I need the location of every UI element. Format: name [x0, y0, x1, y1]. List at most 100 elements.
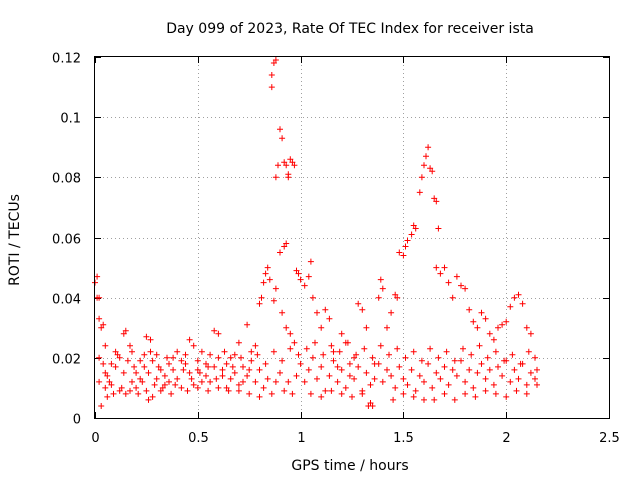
data-point	[246, 366, 253, 373]
data-point	[511, 294, 518, 301]
data-point	[394, 345, 401, 352]
data-point	[147, 348, 154, 355]
y-tick-label: 0.02	[52, 353, 81, 368]
x-tick-label: 2.5	[599, 431, 620, 446]
data-point	[451, 396, 458, 403]
data-point	[400, 252, 407, 259]
data-point	[272, 174, 279, 181]
data-point	[377, 276, 384, 283]
data-point	[174, 348, 181, 355]
data-point	[396, 249, 403, 256]
data-point	[287, 330, 294, 337]
data-point	[435, 354, 442, 361]
data-point	[186, 336, 193, 343]
data-point	[499, 372, 506, 379]
data-point	[478, 360, 485, 367]
data-point	[534, 366, 540, 373]
data-point	[523, 324, 530, 331]
data-point	[295, 351, 302, 358]
data-point	[375, 294, 382, 301]
data-point	[166, 378, 172, 385]
data-point	[320, 351, 327, 358]
data-point	[258, 294, 265, 301]
data-point	[291, 162, 298, 169]
data-point	[371, 375, 378, 382]
data-point	[462, 378, 469, 385]
data-point	[326, 315, 333, 322]
data-point	[532, 375, 538, 382]
data-point	[314, 309, 320, 316]
data-point	[133, 384, 140, 391]
data-point	[275, 162, 281, 169]
data-point	[235, 339, 242, 346]
data-point	[104, 393, 111, 400]
data-point	[402, 243, 409, 250]
data-point	[482, 387, 489, 394]
data-point	[503, 393, 510, 400]
data-point	[180, 366, 187, 373]
data-point	[400, 375, 407, 382]
data-point	[124, 357, 131, 364]
data-point	[412, 387, 419, 394]
data-point	[377, 342, 384, 349]
data-point	[404, 381, 411, 388]
data-point	[155, 363, 162, 370]
data-point	[159, 384, 166, 391]
data-point	[240, 378, 246, 385]
data-point	[338, 366, 345, 373]
data-point	[108, 360, 115, 367]
data-point	[268, 84, 275, 91]
data-point	[328, 387, 335, 394]
data-point	[141, 363, 148, 370]
data-point	[127, 342, 133, 349]
data-point	[104, 372, 111, 379]
data-point	[143, 333, 150, 340]
y-tick-label: 0.06	[52, 233, 81, 248]
data-point	[100, 360, 107, 367]
data-point	[359, 390, 366, 397]
data-point	[451, 357, 458, 364]
data-point	[260, 279, 267, 286]
data-point	[227, 354, 234, 361]
data-point	[279, 309, 286, 316]
data-point	[429, 384, 436, 391]
data-point	[207, 378, 214, 385]
data-point	[102, 342, 109, 349]
data-point	[96, 315, 103, 322]
data-point	[431, 396, 438, 403]
data-point	[318, 324, 325, 331]
data-point	[433, 264, 440, 271]
data-point	[151, 381, 158, 388]
data-point	[322, 387, 329, 394]
data-point	[190, 342, 197, 349]
data-point	[139, 378, 146, 385]
data-point	[492, 348, 499, 355]
data-point	[205, 387, 212, 394]
data-point	[482, 315, 489, 322]
data-point	[198, 348, 205, 355]
data-point	[359, 306, 366, 313]
data-point	[120, 369, 127, 376]
data-point	[293, 372, 300, 379]
data-point	[492, 390, 499, 397]
data-point	[145, 369, 152, 376]
data-point	[470, 384, 477, 391]
data-point	[252, 342, 259, 349]
data-point	[453, 372, 460, 379]
y-tick-label: 0.04	[52, 293, 81, 308]
data-point	[404, 237, 411, 244]
data-point	[141, 351, 148, 358]
data-point	[153, 375, 160, 382]
data-point	[369, 354, 376, 361]
data-point	[219, 372, 226, 379]
y-tick-label: 0.12	[52, 52, 81, 67]
data-point	[513, 387, 520, 394]
data-point	[227, 375, 234, 382]
data-point	[421, 378, 427, 385]
data-point	[301, 282, 308, 289]
data-point	[392, 384, 399, 391]
data-point	[326, 372, 333, 379]
data-point	[511, 366, 518, 373]
data-point	[203, 372, 209, 379]
data-point	[96, 294, 103, 301]
